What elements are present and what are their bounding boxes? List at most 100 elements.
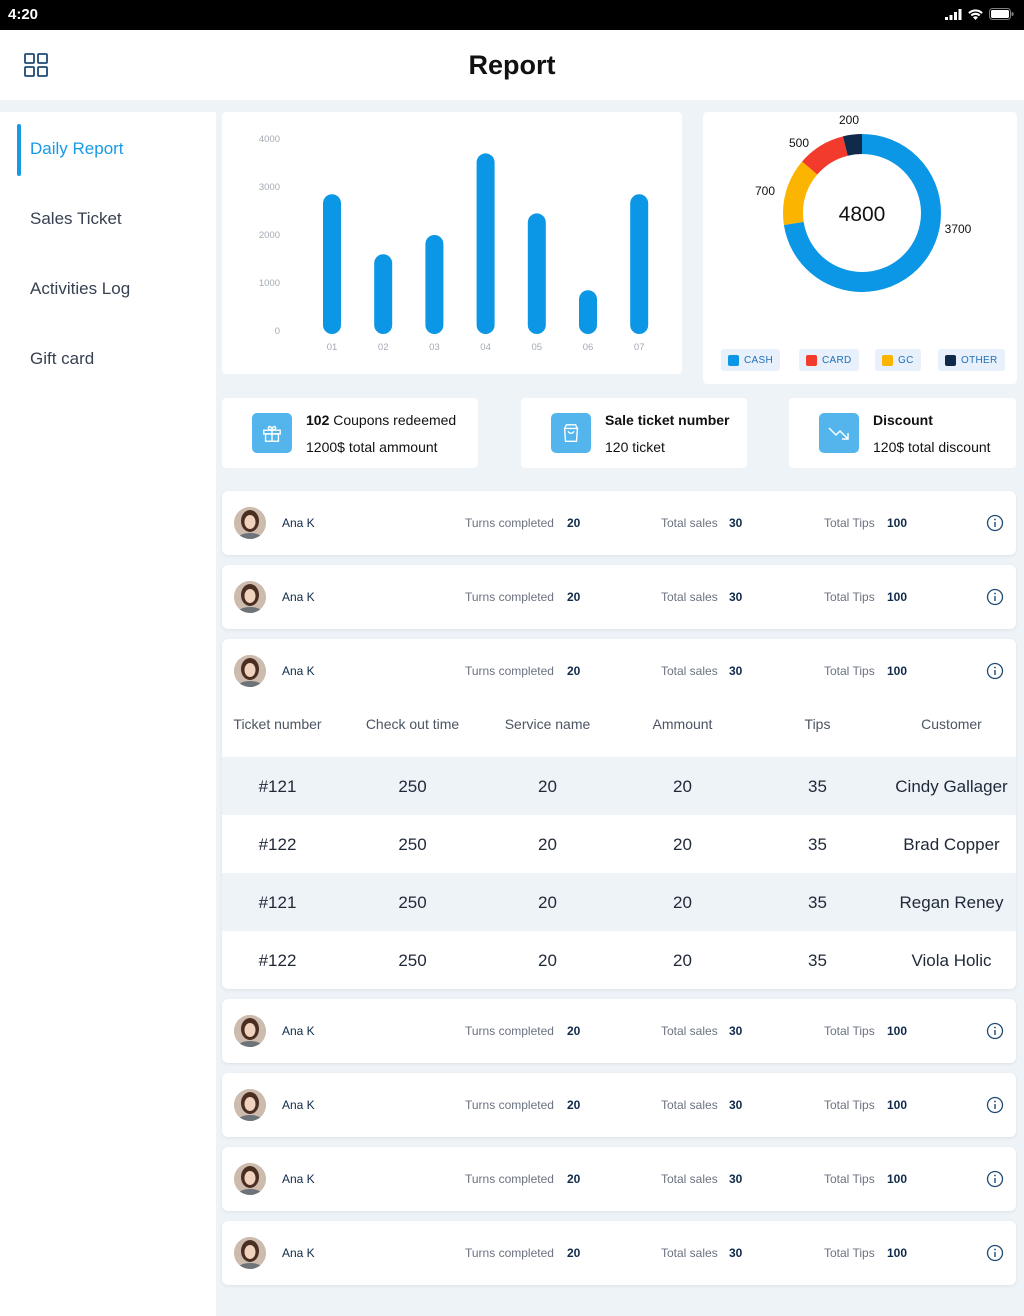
donut-center-total: 4800 <box>839 203 886 226</box>
turns-value: 20 <box>567 1246 581 1260</box>
sales-label: Total sales <box>661 1024 718 1038</box>
table-cell: Brad Copper <box>903 835 1000 854</box>
table-cell: 20 <box>538 835 557 854</box>
stat-line-1: 102 Coupons redeemed <box>306 412 456 428</box>
turns-label: Turns completed <box>465 1246 554 1260</box>
grid-menu-icon[interactable] <box>24 53 48 77</box>
info-icon[interactable] <box>986 588 1004 606</box>
slice-gc <box>783 134 941 292</box>
table-cell: 35 <box>808 951 827 970</box>
employee-row[interactable]: Ana K Turns completed 20 Total sales 30 Total… <box>222 1147 1016 1211</box>
employee-name: Ana K <box>282 1246 315 1260</box>
sales-value: 30 <box>729 1098 743 1112</box>
y-tick-label: 1000 <box>259 278 280 289</box>
table-cell: 35 <box>808 835 827 854</box>
legend-cash[interactable]: CASH <box>721 349 780 371</box>
turns-value: 20 <box>567 1172 581 1186</box>
sales-label: Total sales <box>661 664 718 678</box>
legend-gc[interactable]: GC <box>875 349 921 371</box>
y-tick-label: 0 <box>275 326 280 337</box>
sidebar: Daily Report Sales Ticket Activities Log… <box>0 112 216 1316</box>
info-icon[interactable] <box>986 1096 1004 1114</box>
info-icon[interactable] <box>986 1244 1004 1262</box>
battery-icon <box>989 8 1014 20</box>
sidebar-item-activities-log[interactable]: Activities Log <box>0 264 216 316</box>
employee-row[interactable]: Ana K Turns completed 20 Total sales 30 Total… <box>222 639 1016 989</box>
employee-row[interactable]: Ana K Turns completed 20 Total sales 30 Total… <box>222 565 1016 629</box>
legend-swatch <box>945 354 956 366</box>
table-row[interactable]: #122 250 20 20 35 Viola Holic <box>222 931 1016 989</box>
coupons-stat-card: 102 Coupons redeemed 1200$ total ammount <box>222 398 478 468</box>
avatar <box>234 655 266 687</box>
system-icons <box>945 8 1014 20</box>
y-tick-label: 2000 <box>259 230 280 241</box>
bar-07 <box>630 194 649 334</box>
stat-bold: 102 <box>306 412 330 428</box>
turns-value: 20 <box>567 1024 581 1038</box>
table-cell: 250 <box>398 951 427 970</box>
tips-label: Total Tips <box>824 516 875 530</box>
employee-row[interactable]: Ana K Turns completed 20 Total sales 30 Total… <box>222 999 1016 1063</box>
shopping-bag-icon <box>551 413 591 453</box>
employee-name: Ana K <box>282 516 315 530</box>
info-icon[interactable] <box>986 1170 1004 1188</box>
sales-label: Total sales <box>661 1246 718 1260</box>
sidebar-item-label: Gift card <box>30 349 95 368</box>
sales-value: 30 <box>729 664 743 678</box>
x-tick-label: 02 <box>378 342 389 353</box>
info-icon[interactable] <box>986 1022 1004 1040</box>
legend-other[interactable]: OTHER <box>938 349 1005 371</box>
bar-chart-card: 4000 3000 2000 1000 0 01 02 03 04 05 06 07 <box>222 112 682 374</box>
employee-row[interactable]: Ana K Turns completed 20 Total sales 30 Total… <box>222 491 1016 555</box>
x-tick-label: 04 <box>480 342 491 353</box>
legend-label: OTHER <box>961 354 998 366</box>
tips-value: 100 <box>887 1246 908 1260</box>
sidebar-item-daily-report[interactable]: Daily Report <box>0 124 216 176</box>
sales-value: 30 <box>729 516 743 530</box>
sale-ticket-stat-card: Sale ticket number 120 ticket <box>521 398 747 468</box>
legend-card[interactable]: CARD <box>799 349 859 371</box>
table-cell: 35 <box>808 777 827 796</box>
legend-label: CARD <box>822 354 852 366</box>
turns-label: Turns completed <box>465 590 554 604</box>
table-header: Customer <box>921 716 982 732</box>
tips-value: 100 <box>887 664 908 678</box>
table-cell: 20 <box>673 777 692 796</box>
table-cell: 250 <box>398 835 427 854</box>
discount-stat-card: Discount 120$ total discount <box>789 398 1016 468</box>
table-cell: #122 <box>258 835 297 854</box>
table-header: Ticket number <box>233 716 322 732</box>
stat-line-2: 120 ticket <box>605 439 665 455</box>
turns-label: Turns completed <box>465 516 554 530</box>
slice-label: 200 <box>839 113 859 127</box>
table-cell: 20 <box>538 777 557 796</box>
page-title: Report <box>468 50 556 80</box>
sales-label: Total sales <box>661 1172 718 1186</box>
sidebar-item-label: Daily Report <box>30 139 124 158</box>
turns-label: Turns completed <box>465 1172 554 1186</box>
table-cell: 20 <box>538 893 557 912</box>
donut-chart-card: 3700 700 500 200 4800 CASH CARD GC OTHER <box>703 112 1017 384</box>
employee-name: Ana K <box>282 1098 315 1112</box>
table-cell: Cindy Gallager <box>895 777 1008 796</box>
sales-value: 30 <box>729 1024 743 1038</box>
app-header: Report <box>0 30 1024 100</box>
turns-value: 20 <box>567 1098 581 1112</box>
tips-label: Total Tips <box>824 664 875 678</box>
employee-row[interactable]: Ana K Turns completed 20 Total sales 30 Total… <box>222 1073 1016 1137</box>
info-icon[interactable] <box>986 514 1004 532</box>
info-icon[interactable] <box>986 662 1004 680</box>
stat-line-1: Sale ticket number <box>605 412 730 428</box>
employee-row[interactable]: Ana K Turns completed 20 Total sales 30 Total… <box>222 1221 1016 1285</box>
table-row[interactable]: #121 250 20 20 35 Regan Reney <box>222 873 1016 931</box>
table-row[interactable]: #121 250 20 20 35 Cindy Gallager <box>222 757 1016 815</box>
turns-label: Turns completed <box>465 664 554 678</box>
sales-label: Total sales <box>661 516 718 530</box>
table-cell: 20 <box>673 951 692 970</box>
active-indicator <box>17 124 21 176</box>
table-row[interactable]: #122 250 20 20 35 Brad Copper <box>222 815 1016 873</box>
bar-06 <box>579 290 597 334</box>
sidebar-item-gift-card[interactable]: Gift card <box>0 334 216 386</box>
tips-label: Total Tips <box>824 1172 875 1186</box>
sidebar-item-sales-ticket[interactable]: Sales Ticket <box>0 194 216 246</box>
